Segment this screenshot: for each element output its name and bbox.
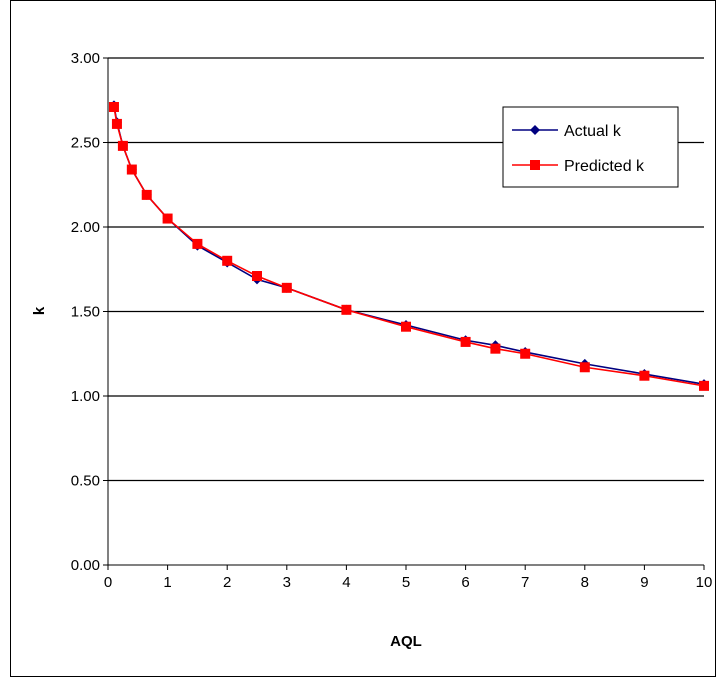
y-tick-label: 2.00: [71, 219, 100, 236]
series-predicted-k: [108, 102, 709, 391]
y-tick-label: 1.00: [71, 388, 100, 405]
data-point: [699, 380, 709, 391]
data-point: [401, 321, 411, 332]
x-tick-label: 4: [342, 574, 350, 591]
data-point: [192, 238, 203, 249]
y-tick-label: 0.50: [71, 473, 100, 490]
data-point: [490, 343, 501, 354]
legend-entry: Predicted k: [512, 158, 645, 175]
x-tick-label: 1: [163, 574, 171, 591]
x-tick-label: 2: [223, 574, 231, 591]
data-point: [126, 164, 137, 175]
x-axis-title: AQL: [390, 633, 422, 650]
y-tick-label: 0.00: [71, 557, 100, 574]
legend-label: Predicted k: [564, 158, 645, 175]
data-point: [162, 213, 173, 224]
data-point: [141, 189, 152, 200]
y-tick-label: 1.50: [71, 304, 100, 321]
legend-marker: [530, 125, 540, 135]
x-tick-label: 7: [521, 574, 529, 591]
data-point: [579, 362, 590, 373]
legend-label: Actual k: [564, 123, 622, 140]
data-point: [222, 255, 233, 266]
x-tick-label: 5: [402, 574, 410, 591]
data-point: [252, 271, 262, 282]
data-point: [117, 140, 128, 151]
y-tick-label: 2.50: [71, 135, 100, 152]
y-axis-title: k: [31, 306, 48, 315]
x-tick-label: 9: [640, 574, 648, 591]
legend-entry: Actual k: [512, 123, 622, 140]
x-tick-label: 8: [581, 574, 589, 591]
legend: Actual k Predicted k: [502, 106, 679, 188]
gridlines: [108, 57, 704, 482]
data-point: [108, 102, 119, 113]
data-point: [639, 370, 650, 381]
data-point: [341, 304, 352, 315]
data-point: [520, 348, 531, 359]
x-tick-label: 3: [283, 574, 291, 591]
data-point: [460, 336, 471, 347]
legend-marker: [530, 160, 540, 170]
x-tick-label: 0: [104, 574, 112, 591]
data-point: [111, 118, 122, 129]
x-tick-label: 6: [461, 574, 469, 591]
legend-box: [502, 106, 679, 188]
series-group: [108, 100, 709, 391]
x-tick-label: 10: [696, 574, 713, 591]
data-point: [281, 282, 292, 293]
axes: 0.00 0.50 1.00 1.50 2.00 2.50 3.00 0 1 2 3 4 5 6 7 8 9 10: [71, 50, 713, 591]
y-tick-label: 3.00: [71, 50, 100, 67]
